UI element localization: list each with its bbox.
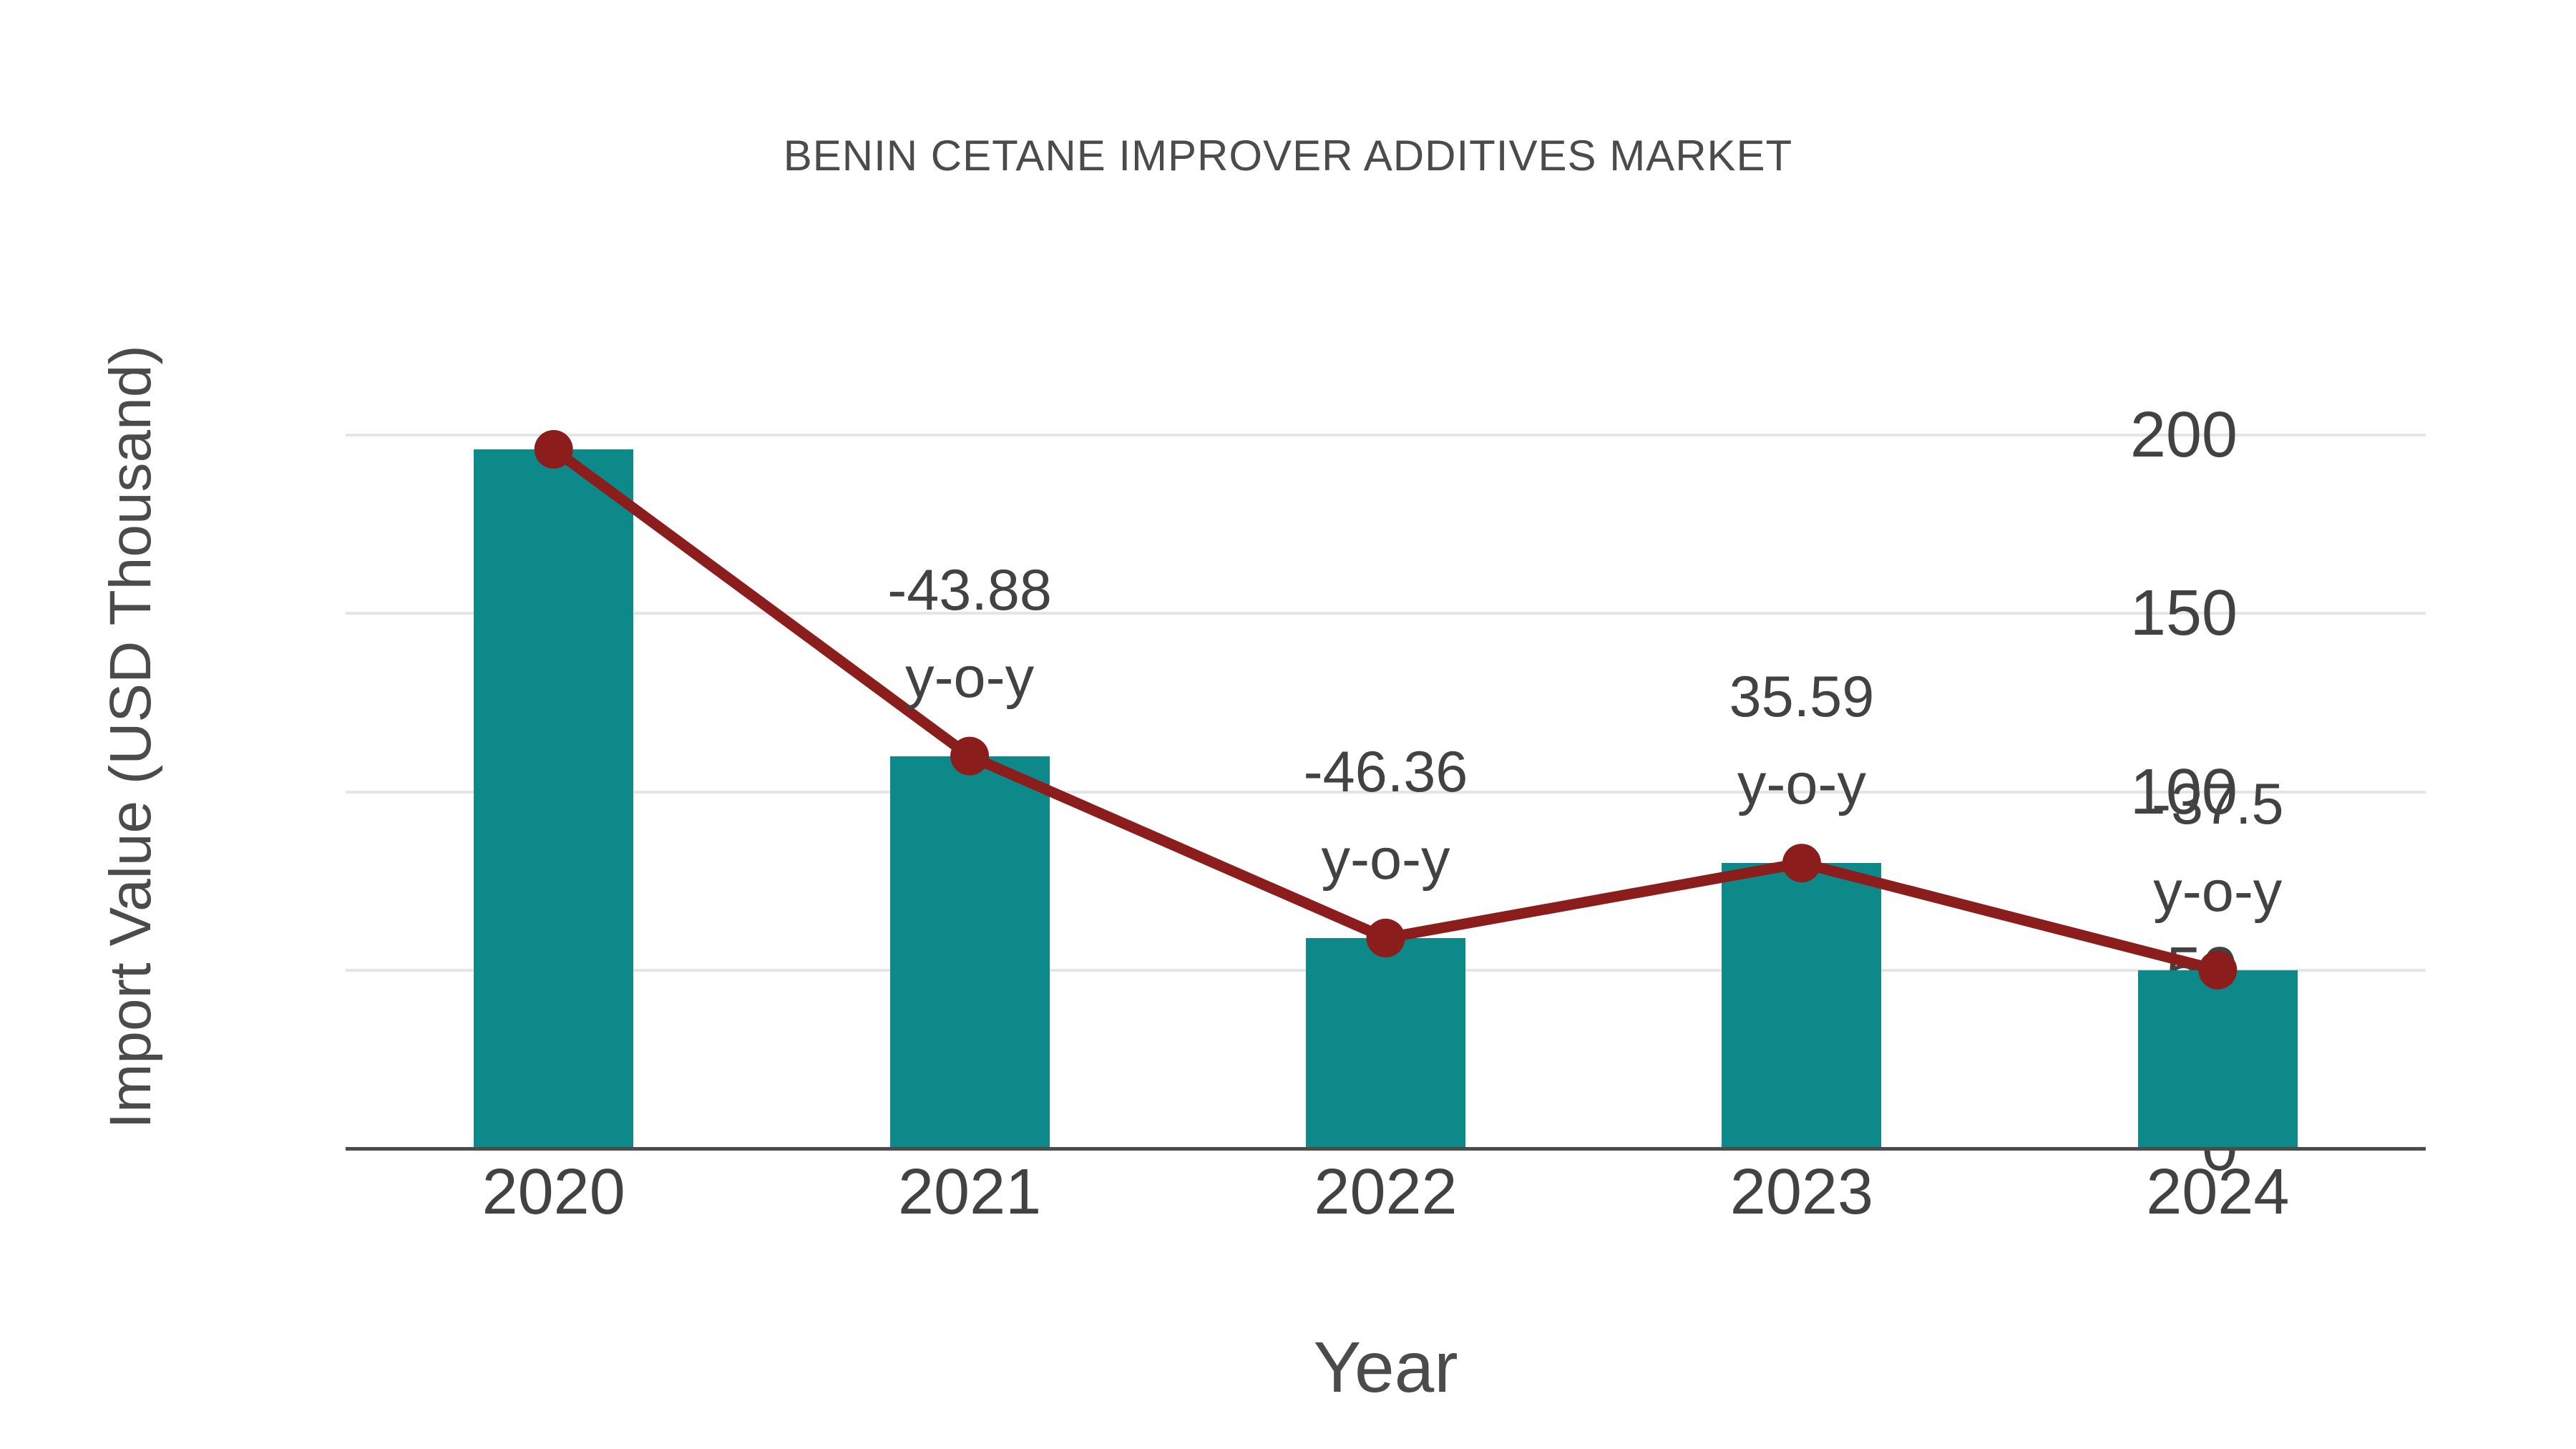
bar-2024 bbox=[2137, 970, 2298, 1148]
x-axis-line bbox=[346, 1147, 2426, 1151]
yoy-suffix-label: y-o-y bbox=[905, 645, 1035, 710]
yoy-value-label: -37.5 bbox=[2151, 771, 2284, 836]
y-tick-label-150: 150 bbox=[2129, 577, 2238, 650]
bar-2021 bbox=[889, 756, 1050, 1148]
bar-2022 bbox=[1306, 937, 1465, 1148]
x-tick-label-2023: 2023 bbox=[1729, 1156, 1873, 1228]
yoy-annotation-2023: 35.59 y-o-y bbox=[1729, 653, 1875, 828]
x-tick-label-2022: 2022 bbox=[1314, 1156, 1458, 1228]
yoy-value-label: -46.36 bbox=[1303, 739, 1468, 804]
yoy-value-label: -43.88 bbox=[887, 557, 1052, 623]
yoy-suffix-label: y-o-y bbox=[2153, 859, 2283, 924]
yoy-value-label: 35.59 bbox=[1729, 665, 1875, 730]
yoy-annotation-2021: -43.88 y-o-y bbox=[887, 547, 1052, 721]
gridline-y-200 bbox=[346, 434, 2426, 436]
yoy-suffix-label: y-o-y bbox=[1321, 826, 1450, 892]
x-tick-label-2024: 2024 bbox=[2146, 1156, 2290, 1228]
x-tick-label-2021: 2021 bbox=[897, 1156, 1042, 1228]
yoy-suffix-label: y-o-y bbox=[1737, 752, 1866, 817]
yoy-annotation-2022: -46.36 y-o-y bbox=[1304, 728, 1468, 903]
bar-2020 bbox=[474, 449, 634, 1148]
x-axis-title: Year bbox=[1313, 1327, 1458, 1407]
chart-title: BENIN CETANE IMPROVER ADDITIVES MARKET bbox=[783, 132, 1793, 180]
x-tick-label-2020: 2020 bbox=[482, 1156, 625, 1228]
y-tick-label-200: 200 bbox=[2129, 399, 2238, 471]
y-axis-title: Import Value (USD Thousand) bbox=[98, 345, 163, 1129]
bar-2023 bbox=[1722, 863, 1882, 1148]
yoy-annotation-2024: -37.5 y-o-y bbox=[2152, 761, 2284, 935]
